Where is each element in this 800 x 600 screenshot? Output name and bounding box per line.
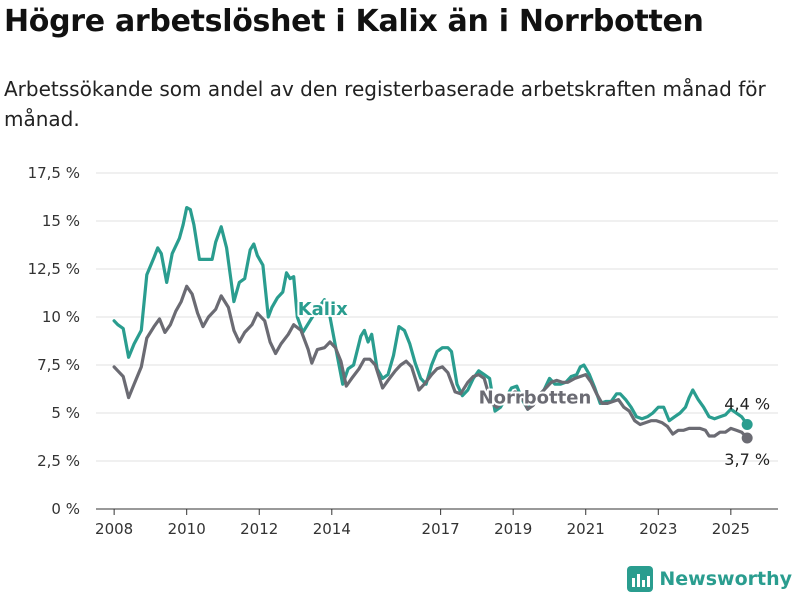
y-tick-label: 12,5 % (28, 260, 80, 278)
end-point-kalix (741, 419, 753, 431)
brand: Newsworthy (627, 566, 792, 592)
x-axis: 2008 2010 2012 2014 2017 2019 2021 2023 2025 (95, 508, 778, 538)
page-subtitle: Arbetssökande som andel av den registerb… (4, 77, 766, 131)
series-label-norrbotten: Norrbotten (479, 387, 592, 408)
end-value-label-kalix: 4,4 % (724, 395, 770, 414)
y-tick-label: 2,5 % (37, 452, 80, 470)
series-label-kalix: Kalix (298, 299, 348, 320)
x-tick-label: 2019 (494, 520, 532, 538)
brand-name: Newsworthy (659, 568, 792, 590)
series-labels: Kalix Norrbotten (296, 297, 594, 410)
x-tick-label: 2012 (240, 520, 278, 538)
end-point-norrbotten (741, 432, 753, 444)
y-axis: 0 % 2,5 % 5 % 7,5 % 10 % 12,5 % 15 % 17,5 % (28, 164, 80, 518)
x-tick-label: 2025 (712, 520, 750, 538)
y-tick-label: 15 % (42, 212, 80, 230)
y-tick-label: 10 % (42, 308, 80, 326)
x-tick-label: 2017 (422, 520, 460, 538)
end-value-label-norrbotten: 3,7 % (724, 450, 770, 469)
x-tick-label: 2021 (567, 520, 605, 538)
x-tick-label: 2008 (95, 520, 133, 538)
x-tick-label: 2023 (639, 520, 677, 538)
page-title: Högre arbetslöshet i Kalix än i Norrbott… (4, 4, 704, 39)
y-tick-label: 17,5 % (28, 164, 80, 182)
y-tick-label: 7,5 % (37, 356, 80, 374)
y-tick-label: 0 % (51, 500, 80, 518)
series-line-norrbotten (112, 284, 749, 440)
grid-lines (96, 172, 778, 462)
x-tick-label: 2010 (168, 520, 206, 538)
series-lines (112, 206, 749, 440)
y-tick-label: 5 % (51, 404, 80, 422)
x-tick-label: 2014 (313, 520, 351, 538)
bar-chart-icon (627, 566, 654, 592)
end-markers: 4,4 % 3,7 % (724, 395, 770, 469)
series-line-kalix (112, 206, 749, 427)
